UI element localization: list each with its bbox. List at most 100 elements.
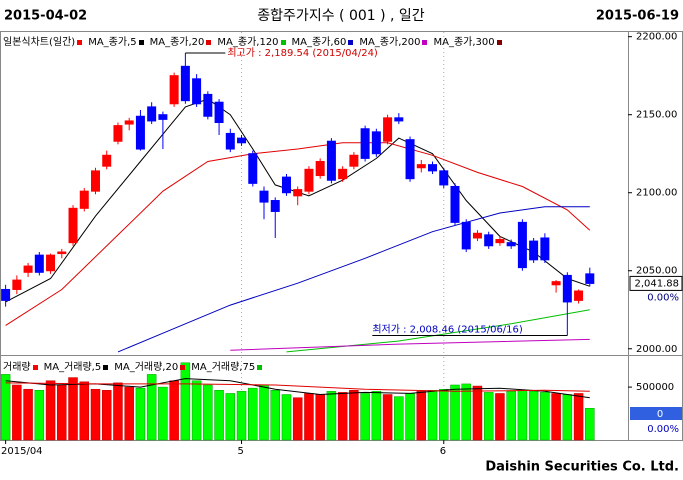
candle-body [461,221,471,250]
price-legend: 일본식차트(일간) MA_종가,5 MA_종가,20 MA_종가,120 MA_종가,6… [3,33,502,48]
legend-label: MA_종가,200 [359,37,421,48]
candle-body [237,137,247,144]
candle-body [281,176,291,194]
volume-bar [225,393,236,441]
candle-body [248,153,258,184]
legend-label: MA_종가,120 [217,37,279,48]
candle-body [428,164,438,172]
volume-bar [90,388,101,441]
change-label: 0.00% [647,424,679,435]
candle-body [203,93,213,117]
candle-body [102,154,112,167]
change-label: 0.00% [647,292,679,303]
volume-bar [113,382,123,441]
legend-label: MA_종가,300 [433,37,495,48]
candle-body [90,170,100,192]
candle-body [506,242,516,247]
candle-body [405,139,415,180]
volume-bar [360,393,370,441]
legend-entry: MA_거래량,5 [44,358,109,373]
volume-bar [573,393,584,441]
legend-entry: MA_거래량,75 [191,358,263,373]
volume-bar [191,380,202,441]
volume-bar [394,396,404,441]
legend-entry: MA_종가,120 [217,33,286,48]
candle-body [585,273,595,284]
legend-swatch [103,364,109,370]
legend-entry: MA_종가,20 [150,33,212,48]
candle-body [124,120,134,125]
legend-label: 거래량 [3,362,31,373]
volume-legend: 거래량 MA_거래량,5 MA_거래량,20 MA_거래량,75 [3,358,263,373]
candle-body [79,190,89,209]
volume-bar [483,392,494,441]
volume-bar [506,391,516,441]
candle-body [158,114,168,120]
legend-entry: MA_종가,300 [433,33,502,48]
candle-body [34,254,44,273]
volume-bar [214,390,224,441]
volume-bar [236,391,247,441]
volume-bar [169,380,179,441]
y-tick-label: 500000 [636,382,674,393]
volume-bar [337,392,348,441]
volume-bar [34,390,45,441]
volume-bar [146,374,157,441]
legend-label: MA_거래량,75 [191,362,256,373]
candle-body [371,131,381,155]
candle-body [540,237,550,261]
volume-bar [517,390,528,441]
candle-body [147,106,157,122]
legend-label: MA_종가,5 [88,37,137,48]
candle-body [68,207,78,244]
x-tick-label: 5 [238,446,244,457]
volume-bar [405,393,415,441]
x-tick-label: 6 [440,446,446,457]
ma-line [5,378,590,399]
candle-body [259,190,269,203]
candle-body [214,101,224,124]
legend-swatch [257,364,263,370]
volume-bar [349,390,359,441]
candle-body [338,168,348,180]
volume-bar [203,384,213,441]
candle-body [293,189,303,197]
volume-bar [450,384,460,441]
y-tick-label: 2000.00 [636,344,677,355]
candle-body [225,132,235,150]
candle-body [180,65,190,102]
volume-bar [540,392,550,441]
volume-bar [551,393,561,441]
candle-body [574,290,584,301]
price-label: 2,041.88 [634,278,679,289]
candle-body [270,200,280,212]
ma-line [117,206,590,353]
volume-bar [158,386,168,441]
candle-body [135,115,145,150]
volume-bar [585,408,595,441]
candle-body [495,239,505,244]
footer: Daishin Securities Co. Ltd. [485,460,679,475]
value-label: 0 [657,409,663,420]
volume-bar [270,390,280,441]
volume-bar [304,393,314,441]
legend-swatch [138,39,144,45]
volume-bar [281,394,292,441]
volume-bar [135,387,146,441]
volume-bar [124,386,134,441]
volume-bar [180,362,191,441]
candle-body [315,161,325,177]
start-date: 2015-04-02 [4,9,87,24]
candle-body [472,232,482,239]
volume-bar [259,384,269,441]
y-tick-label: 2150.00 [636,110,677,121]
candle-body [416,164,426,169]
legend-entry: MA_거래량,20 [114,358,186,373]
candle-body [46,254,56,272]
candle-body [169,75,179,105]
volume-bar [427,390,438,441]
legend-swatch [280,39,286,45]
legend-entry: MA_종가,5 [88,33,144,48]
